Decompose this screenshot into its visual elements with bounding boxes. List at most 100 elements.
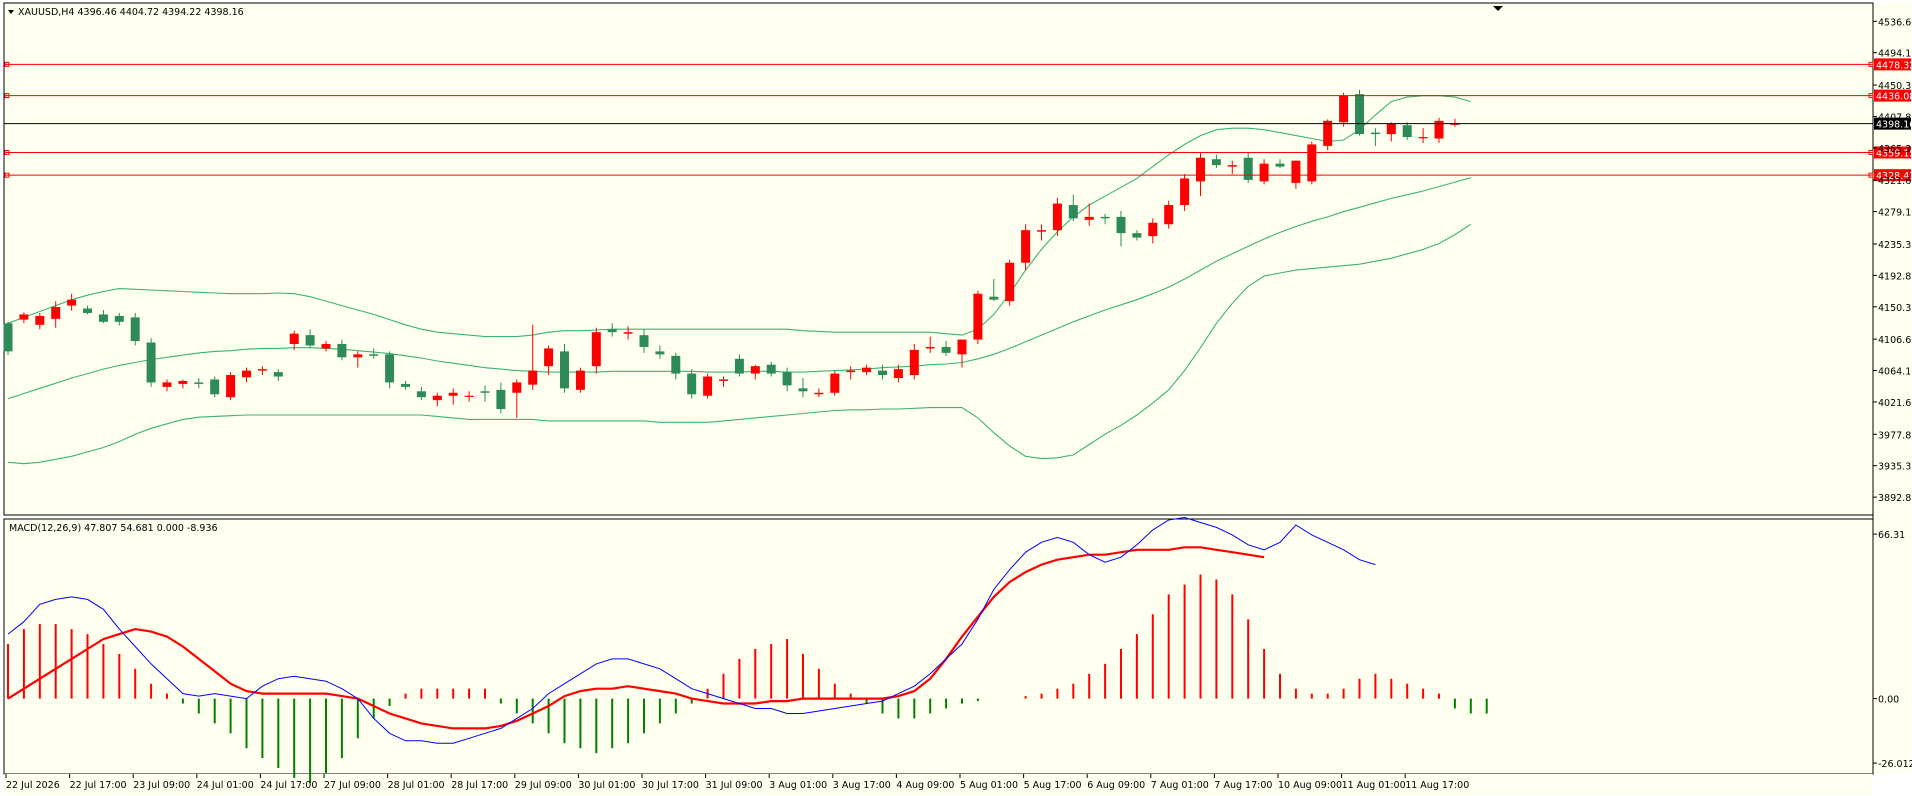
candle-body[interactable] bbox=[814, 392, 824, 395]
candle-body[interactable] bbox=[1259, 163, 1269, 182]
candle-body[interactable] bbox=[1323, 120, 1333, 146]
candle-body[interactable] bbox=[1100, 216, 1110, 219]
candle-body[interactable] bbox=[210, 379, 220, 395]
candle-body[interactable] bbox=[1164, 205, 1174, 225]
candle-body[interactable] bbox=[257, 369, 267, 371]
candle-body[interactable] bbox=[1148, 222, 1158, 237]
candle-body[interactable] bbox=[353, 354, 363, 358]
candle-body[interactable] bbox=[1386, 123, 1396, 135]
candle-body[interactable] bbox=[1402, 125, 1412, 138]
candle-body[interactable] bbox=[1084, 216, 1094, 220]
candle-body[interactable] bbox=[19, 314, 29, 320]
level-anchor-handle[interactable] bbox=[1868, 172, 1874, 178]
macd-panel[interactable] bbox=[3, 518, 1874, 775]
level-anchor-handle[interactable] bbox=[4, 61, 10, 67]
candle-body[interactable] bbox=[862, 367, 872, 373]
candle-body[interactable] bbox=[623, 332, 633, 334]
candle-body[interactable] bbox=[655, 351, 665, 355]
candle-body[interactable] bbox=[1211, 159, 1221, 166]
candle-body[interactable] bbox=[1434, 120, 1444, 139]
triangle-down-icon[interactable] bbox=[8, 10, 14, 14]
candle-body[interactable] bbox=[162, 382, 172, 387]
candle-body[interactable] bbox=[703, 376, 713, 396]
level-anchor-handle[interactable] bbox=[4, 172, 10, 178]
candlesticks[interactable] bbox=[3, 89, 1460, 418]
candle-body[interactable] bbox=[893, 369, 903, 378]
level-anchor-handle[interactable] bbox=[1868, 93, 1874, 99]
candle-body[interactable] bbox=[480, 391, 490, 393]
candle-body[interactable] bbox=[766, 364, 776, 374]
candle-body[interactable] bbox=[114, 315, 124, 322]
candle-body[interactable] bbox=[846, 370, 856, 373]
candle-body[interactable] bbox=[1339, 95, 1349, 123]
candle-body[interactable] bbox=[130, 317, 140, 342]
level-anchor-handle[interactable] bbox=[4, 93, 10, 99]
candle-body[interactable] bbox=[321, 344, 331, 349]
price-panel[interactable] bbox=[3, 2, 1874, 516]
price-levels[interactable]: 4478.32 4436.08 4359.15 4328.41 4398.16 bbox=[4, 58, 1912, 182]
candle-body[interactable] bbox=[1291, 160, 1301, 183]
candle-body[interactable] bbox=[1355, 94, 1364, 135]
candle-body[interactable] bbox=[750, 366, 760, 374]
level-anchor-handle[interactable] bbox=[1868, 61, 1874, 67]
candle-body[interactable] bbox=[734, 358, 744, 374]
candle-body[interactable] bbox=[719, 379, 728, 381]
candle-body[interactable] bbox=[798, 388, 808, 392]
candle-body[interactable] bbox=[830, 373, 840, 393]
candle-body[interactable] bbox=[925, 346, 935, 349]
candle-body[interactable] bbox=[1370, 132, 1380, 135]
candle-body[interactable] bbox=[1307, 144, 1317, 182]
candle-body[interactable] bbox=[464, 395, 474, 397]
candle-body[interactable] bbox=[1005, 262, 1015, 302]
candle-body[interactable] bbox=[448, 392, 458, 396]
candle-body[interactable] bbox=[973, 293, 983, 340]
candle-body[interactable] bbox=[242, 370, 251, 378]
candle-body[interactable] bbox=[1052, 203, 1062, 231]
candle-body[interactable] bbox=[273, 372, 283, 377]
candle-body[interactable] bbox=[878, 370, 887, 376]
candle-body[interactable] bbox=[1196, 157, 1205, 182]
shift-marker-icon[interactable] bbox=[1493, 6, 1503, 11]
candle-body[interactable] bbox=[1418, 137, 1428, 139]
candle-body[interactable] bbox=[401, 383, 410, 387]
candle-body[interactable] bbox=[512, 382, 522, 393]
candle-body[interactable] bbox=[3, 323, 13, 352]
candle-body[interactable] bbox=[1275, 163, 1285, 167]
candle-body[interactable] bbox=[35, 315, 45, 325]
candle-body[interactable] bbox=[1243, 157, 1253, 180]
candle-body[interactable] bbox=[782, 372, 792, 386]
candle-body[interactable] bbox=[194, 382, 204, 384]
candle-body[interactable] bbox=[1132, 233, 1142, 238]
candle-body[interactable] bbox=[607, 329, 617, 333]
candle-body[interactable] bbox=[639, 335, 649, 347]
candle-body[interactable] bbox=[1227, 165, 1237, 167]
candle-body[interactable] bbox=[591, 332, 601, 367]
candle-body[interactable] bbox=[67, 299, 77, 306]
candle-body[interactable] bbox=[671, 355, 681, 374]
candle-body[interactable] bbox=[337, 344, 347, 358]
candle-body[interactable] bbox=[687, 373, 697, 395]
candle-body[interactable] bbox=[51, 307, 61, 319]
candle-body[interactable] bbox=[989, 296, 999, 300]
candle-body[interactable] bbox=[146, 342, 156, 383]
candle-body[interactable] bbox=[289, 333, 299, 344]
candle-body[interactable] bbox=[305, 335, 315, 346]
candle-body[interactable] bbox=[369, 354, 379, 356]
candle-body[interactable] bbox=[1450, 123, 1460, 125]
candle-body[interactable] bbox=[575, 370, 585, 390]
level-anchor-handle[interactable] bbox=[4, 149, 10, 155]
candle-body[interactable] bbox=[416, 391, 426, 398]
candle-body[interactable] bbox=[1068, 205, 1078, 219]
candle-body[interactable] bbox=[1021, 230, 1031, 263]
candle-body[interactable] bbox=[432, 395, 442, 401]
candle-body[interactable] bbox=[528, 370, 538, 385]
candle-body[interactable] bbox=[909, 349, 919, 376]
candle-body[interactable] bbox=[560, 351, 569, 389]
candle-body[interactable] bbox=[178, 380, 188, 384]
candle-body[interactable] bbox=[98, 314, 108, 322]
candle-body[interactable] bbox=[496, 389, 506, 410]
candle-body[interactable] bbox=[941, 346, 951, 353]
candle-body[interactable] bbox=[544, 348, 554, 367]
level-anchor-handle[interactable] bbox=[1868, 149, 1874, 155]
